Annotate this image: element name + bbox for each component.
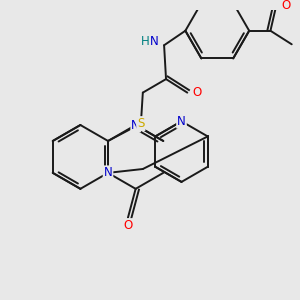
Text: O: O — [281, 0, 290, 12]
Text: O: O — [123, 219, 133, 232]
Text: S: S — [137, 117, 145, 130]
Text: N: N — [131, 118, 140, 131]
Text: N: N — [103, 167, 112, 179]
Text: N: N — [150, 35, 159, 48]
Text: O: O — [192, 86, 202, 99]
Text: N: N — [177, 115, 186, 128]
Text: H: H — [140, 35, 149, 48]
